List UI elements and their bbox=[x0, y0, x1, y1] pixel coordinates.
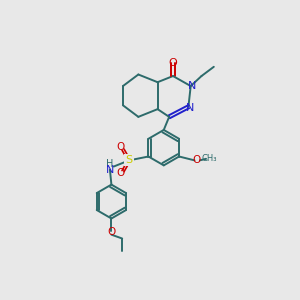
Text: S: S bbox=[126, 155, 133, 165]
Text: CH₃: CH₃ bbox=[201, 154, 217, 163]
Text: O: O bbox=[169, 58, 177, 68]
Text: N: N bbox=[186, 103, 194, 113]
Text: O: O bbox=[107, 226, 116, 237]
Text: O: O bbox=[193, 155, 201, 165]
Text: H: H bbox=[106, 159, 114, 169]
Text: N: N bbox=[188, 81, 196, 91]
Text: O: O bbox=[117, 142, 125, 152]
Text: N: N bbox=[106, 165, 114, 175]
Text: O: O bbox=[117, 168, 125, 178]
